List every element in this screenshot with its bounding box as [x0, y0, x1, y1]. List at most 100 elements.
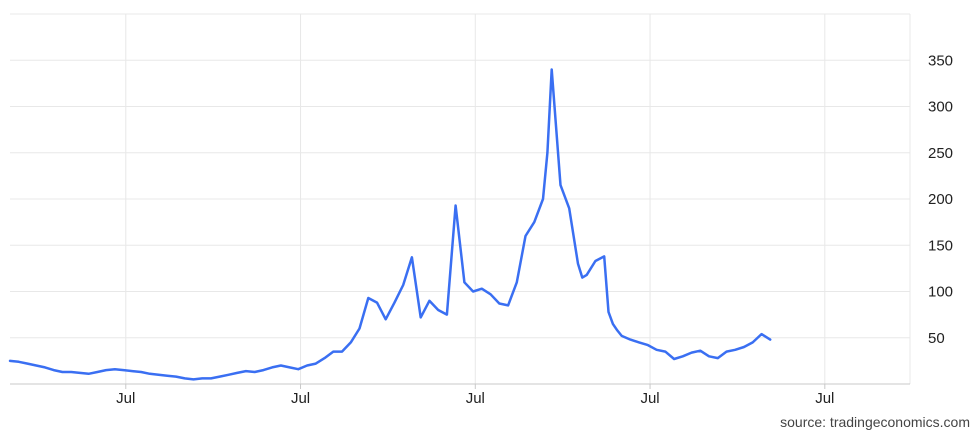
data-point [26, 362, 28, 364]
y-tick-label: 250 [928, 145, 953, 162]
data-point [254, 371, 256, 373]
data-point [568, 207, 570, 209]
data-point [271, 366, 273, 368]
data-point [463, 281, 465, 283]
data-point [70, 371, 72, 373]
x-tick-label: Jul [815, 390, 834, 407]
data-point [323, 357, 325, 359]
data-point [813, 0, 815, 1]
data-point [140, 371, 142, 373]
data-point [883, 0, 885, 1]
data-point [280, 364, 282, 366]
data-point [201, 377, 203, 379]
data-point [385, 318, 387, 320]
data-point [428, 300, 430, 302]
data-point [708, 355, 710, 357]
x-tick-label: Jul [640, 390, 659, 407]
data-point [616, 329, 618, 331]
data-point [184, 377, 186, 379]
data-point [262, 369, 264, 371]
data-point [865, 0, 867, 1]
y-tick-label: 200 [928, 191, 953, 208]
data-point [210, 377, 212, 379]
data-point [402, 284, 404, 286]
data-point [533, 221, 535, 223]
data-point [607, 311, 609, 313]
data-point [341, 350, 343, 352]
data-point [673, 358, 675, 360]
data-point [454, 204, 456, 206]
data-point [61, 371, 63, 373]
data-point [192, 378, 194, 380]
data-point [131, 370, 133, 372]
data-point [507, 304, 509, 306]
data-point [664, 350, 666, 352]
data-point [734, 349, 736, 351]
data-point [227, 374, 229, 376]
data-point [245, 370, 247, 372]
data-point [149, 373, 151, 375]
data-point [787, 0, 789, 1]
x-tick-label: Jul [466, 390, 485, 407]
data-point [114, 368, 116, 370]
data-point [717, 357, 719, 359]
data-point [420, 316, 422, 318]
data-point [79, 372, 81, 374]
data-point [682, 355, 684, 357]
y-axis-ticks: 50 100 150 200 250 300 350 [928, 52, 953, 347]
data-point [437, 309, 439, 311]
data-point [725, 350, 727, 352]
data-point [655, 349, 657, 351]
data-point [804, 0, 806, 1]
source-attribution: source: tradingeconomics.com [780, 414, 970, 430]
data-point [542, 198, 544, 200]
data-point [629, 338, 631, 340]
data-point [795, 0, 797, 1]
data-point [603, 255, 605, 257]
data-point [367, 297, 369, 299]
data-point [489, 293, 491, 295]
y-tick-label: 350 [928, 52, 953, 69]
data-point [472, 290, 474, 292]
data-point [175, 375, 177, 377]
data-point [315, 362, 317, 364]
y-tick-label: 100 [928, 284, 953, 301]
data-point [376, 301, 378, 303]
data-point [760, 333, 762, 335]
data-point [821, 0, 823, 1]
data-point [35, 364, 37, 366]
series-line [8, 68, 772, 381]
data-point [53, 369, 55, 371]
x-tick-label: Jul [291, 390, 310, 407]
data-point [839, 0, 841, 1]
data-point [581, 276, 583, 278]
data-point [690, 351, 692, 353]
data-point [856, 0, 858, 1]
data-point [122, 369, 124, 371]
data-point [546, 152, 548, 154]
data-point [18, 361, 20, 363]
data-point [236, 372, 238, 374]
data-point [551, 68, 553, 70]
data-point [358, 327, 360, 329]
data-point [481, 288, 483, 290]
data-point [350, 341, 352, 343]
series-layer [8, 0, 893, 381]
y-tick-label: 50 [928, 330, 945, 347]
data-point [594, 260, 596, 262]
data-point [830, 0, 832, 1]
data-point [891, 0, 893, 1]
data-point [586, 274, 588, 276]
y-tick-label: 300 [928, 99, 953, 116]
data-point [752, 341, 754, 343]
data-point [621, 335, 623, 337]
data-point [498, 302, 500, 304]
data-point [288, 366, 290, 368]
data-point [559, 184, 561, 186]
data-point [612, 323, 614, 325]
data-point [157, 374, 159, 376]
data-point [874, 0, 876, 1]
data-point [577, 263, 579, 265]
data-point [524, 235, 526, 237]
